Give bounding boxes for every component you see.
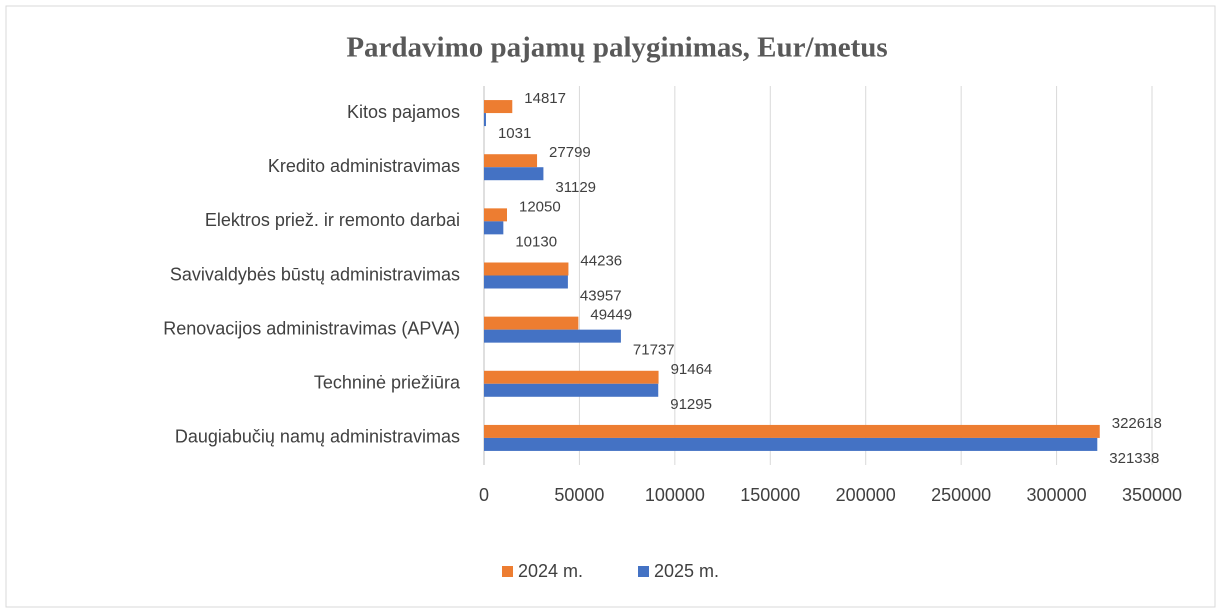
value-label: 49449 [590, 307, 632, 324]
bar [484, 383, 659, 397]
value-label: 321338 [1109, 450, 1159, 467]
x-tick-label: 250000 [931, 485, 991, 505]
bar [484, 437, 1098, 451]
value-label: 31129 [555, 179, 596, 196]
x-tick-label: 200000 [836, 485, 896, 505]
legend-swatch [502, 566, 513, 577]
bar [484, 167, 544, 181]
x-tick-label: 0 [479, 485, 489, 505]
x-tick-label: 350000 [1122, 485, 1182, 505]
y-tick-label: Kredito administravimas [268, 156, 460, 176]
bar [484, 100, 513, 114]
y-tick-label: Savivaldybės būstų administravimas [170, 264, 460, 284]
y-tick-label: Elektros priež. ir remonto darbai [205, 210, 460, 230]
bar [484, 113, 486, 127]
x-tick-label: 300000 [1027, 485, 1087, 505]
value-label: 14817 [524, 90, 566, 107]
bar [484, 208, 507, 222]
legend-swatch [638, 566, 649, 577]
bar [484, 329, 621, 343]
bar [484, 424, 1100, 438]
y-tick-label: Kitos pajamos [347, 102, 460, 122]
chart-title: Pardavimo pajamų palyginimas, Eur/metus [346, 32, 887, 64]
value-label: 91464 [671, 361, 713, 378]
value-label: 91295 [670, 396, 712, 413]
bar [484, 370, 659, 384]
value-label: 43957 [580, 287, 622, 304]
y-tick-label: Techninė priežiūra [314, 373, 461, 393]
value-label: 12050 [519, 198, 561, 215]
legend-label: 2025 m. [654, 561, 719, 581]
value-label: 322618 [1112, 415, 1162, 432]
value-label: 71737 [633, 342, 675, 359]
chart-border [5, 5, 1216, 608]
bar [484, 221, 504, 235]
bar [484, 316, 579, 330]
x-tick-label: 100000 [645, 485, 705, 505]
x-tick-label: 150000 [740, 485, 800, 505]
value-label: 27799 [549, 144, 591, 161]
value-label: 10130 [515, 233, 557, 250]
value-label: 44236 [580, 252, 622, 269]
bar [484, 262, 569, 276]
value-label: 1031 [498, 125, 531, 142]
y-tick-label: Daugiabučių namų administravimas [175, 427, 460, 447]
bar [484, 154, 538, 168]
x-tick-label: 50000 [554, 485, 604, 505]
bar [484, 275, 568, 289]
y-tick-label: Renovacijos administravimas (APVA) [163, 318, 460, 338]
legend-label: 2024 m. [518, 561, 583, 581]
